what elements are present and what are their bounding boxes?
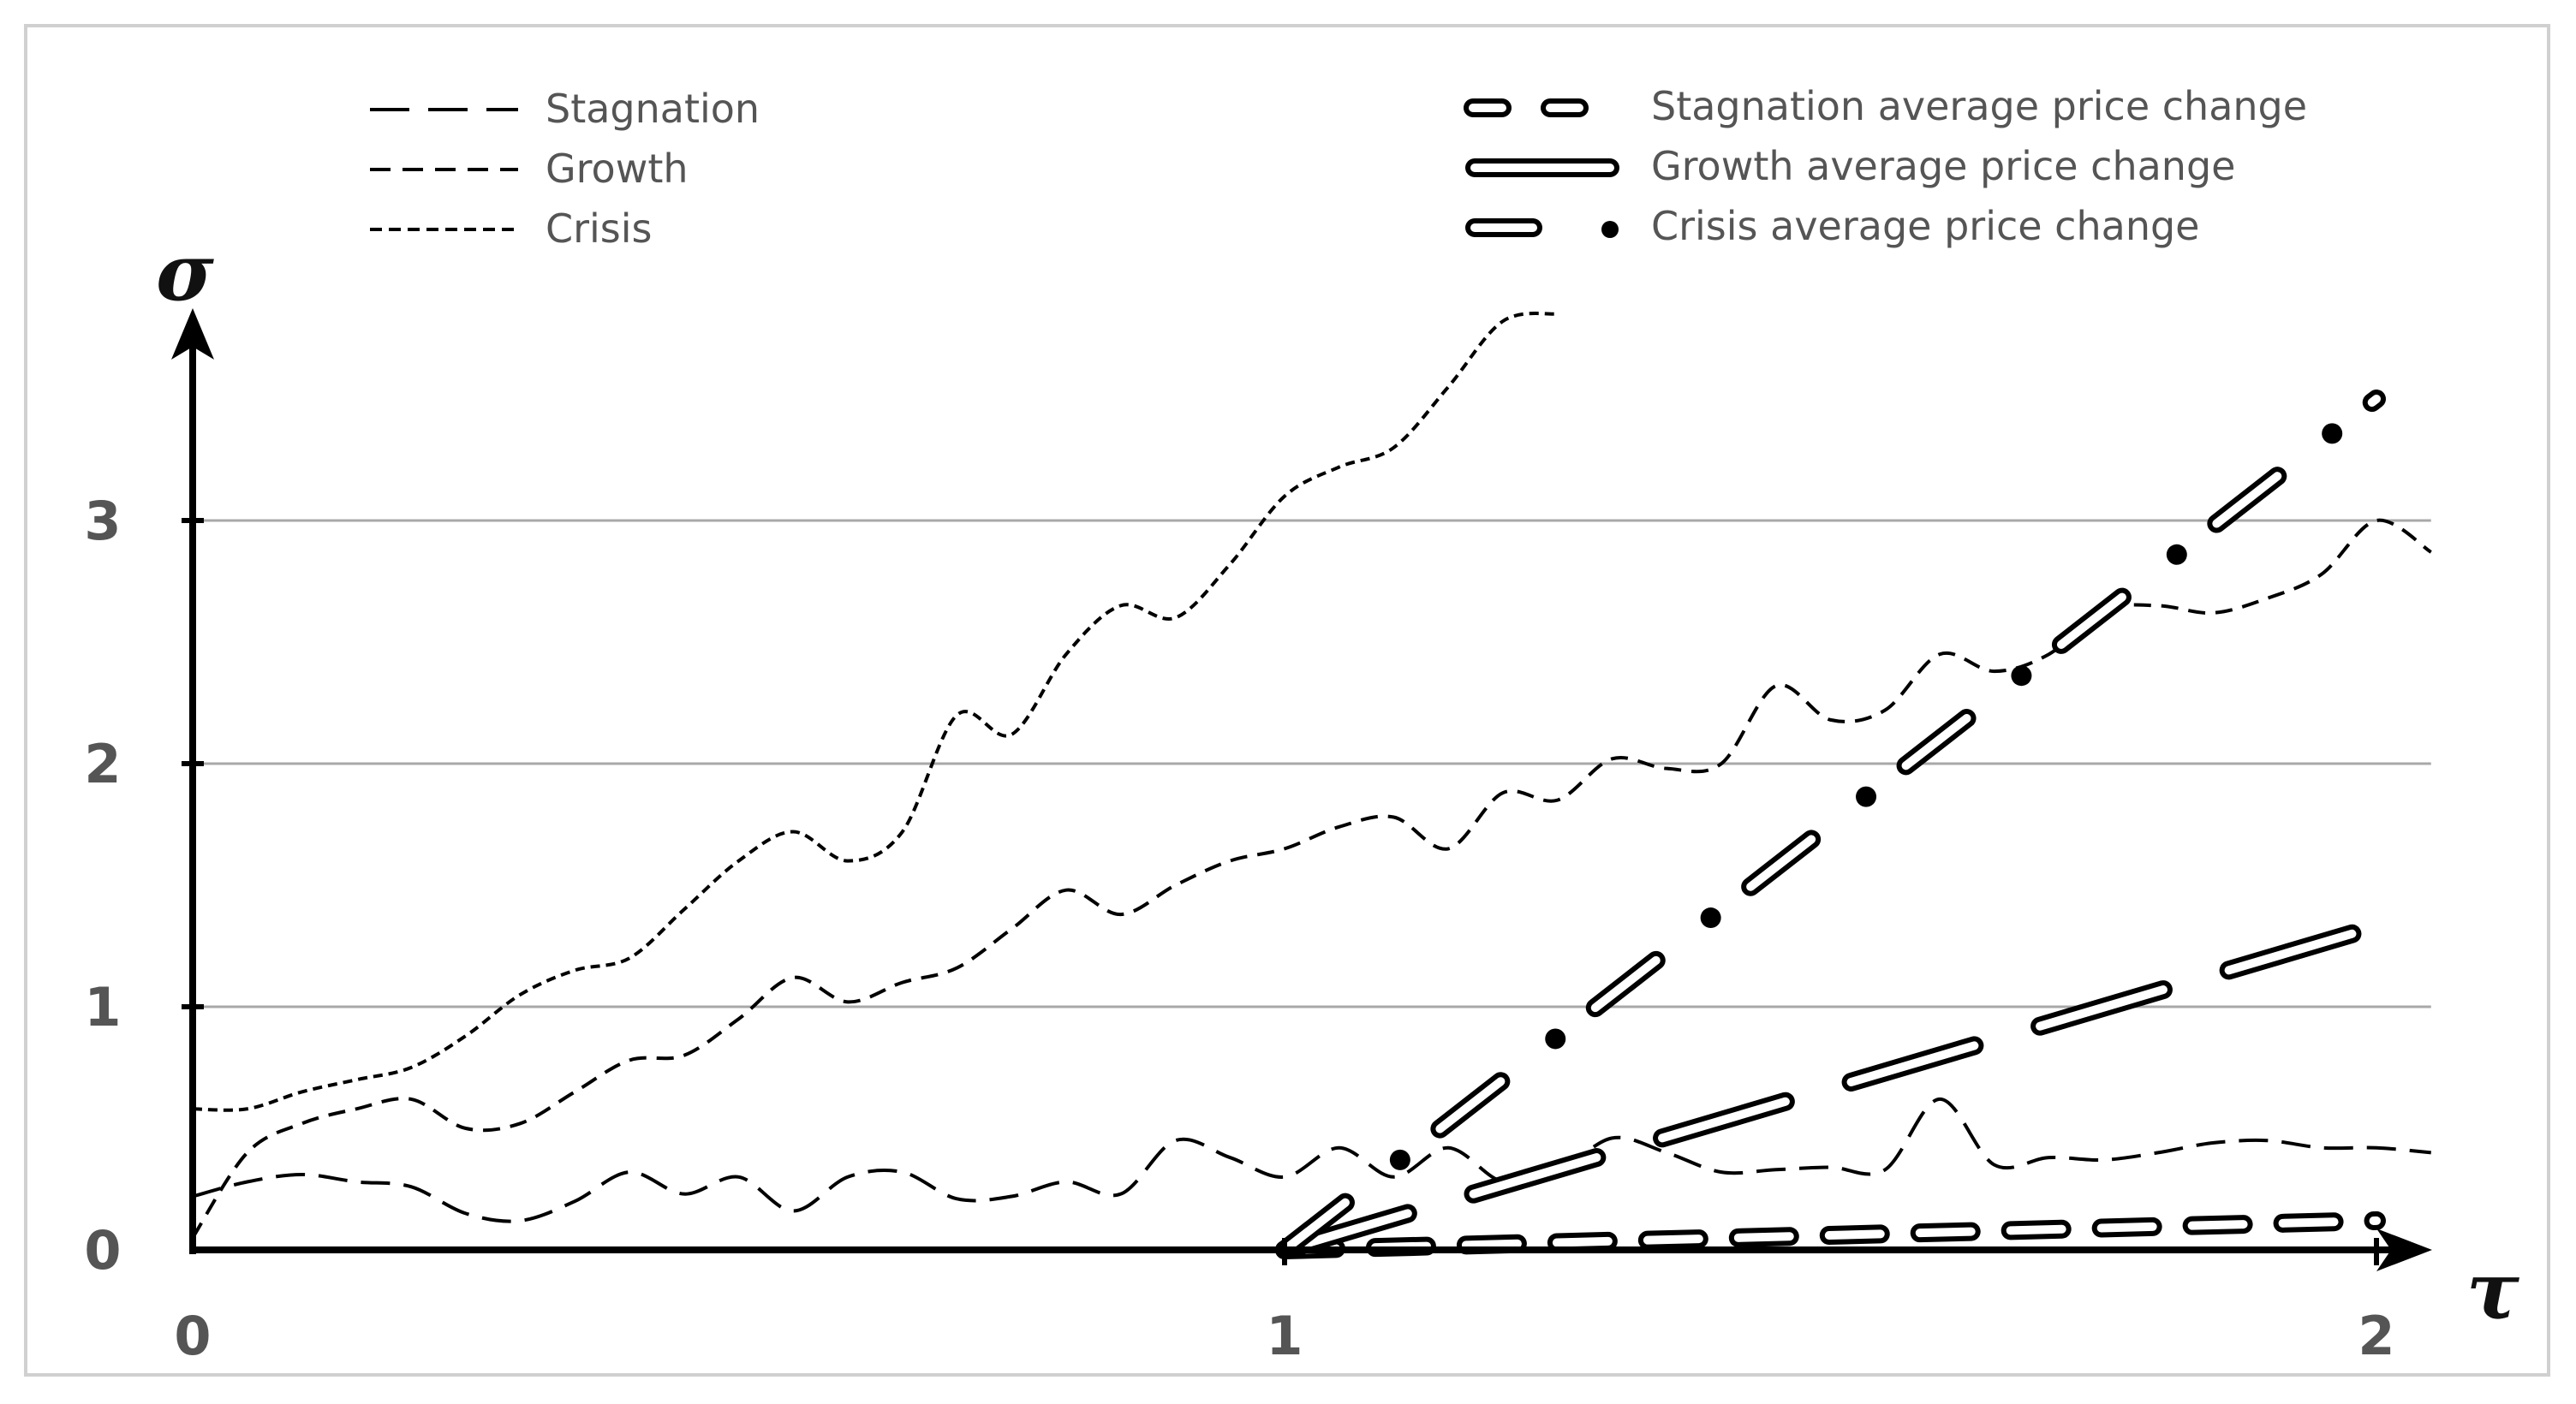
x-axis-arrow-icon — [2376, 1228, 2432, 1271]
legend: Stagnation Growth Crisis Stagnation aver… — [370, 83, 2307, 252]
series-line-crisis — [192, 312, 1559, 1112]
series-line-stagnation — [192, 1097, 2431, 1223]
y-tick-label: 0 — [84, 1219, 121, 1282]
series-line-growth-average-price-change — [1275, 917, 2386, 1259]
legend-swatch-crisis-avg — [1465, 218, 1619, 238]
series-dot-crisis-average-price-change — [1856, 786, 1877, 807]
y-axis-label: σ — [156, 226, 214, 318]
x-tick-label: 1 — [1266, 1305, 1303, 1367]
chart-frame — [24, 24, 2550, 1377]
legend-label-growth: Growth — [546, 146, 689, 192]
series-dot-crisis-average-price-change — [1700, 907, 1721, 929]
tick-labels: 0 1 2 3 0 1 2 — [84, 490, 2394, 1367]
legend-label-stagnation-avg: Stagnation average price change — [1651, 83, 2307, 129]
series-dot-crisis-average-price-change — [1389, 1149, 1410, 1170]
series-dot-crisis-average-price-change — [1545, 1028, 1566, 1050]
legend-label-crisis: Crisis — [546, 205, 653, 252]
x-tick-label: 2 — [2358, 1305, 2394, 1367]
series-line-stagnation-average-price-change — [1275, 1211, 2386, 1259]
series-dot-crisis-average-price-change — [2322, 423, 2343, 444]
y-axis-arrow-icon — [171, 308, 214, 360]
series-dot-crisis-average-price-change — [2166, 544, 2187, 565]
gridlines — [193, 519, 2431, 1008]
x-tick-label: 0 — [174, 1305, 211, 1367]
legend-label-stagnation: Stagnation — [546, 86, 760, 132]
legend-label-growth-avg: Growth average price change — [1651, 143, 2235, 189]
x-axis-label: τ — [2466, 1245, 2519, 1337]
series-dot-crisis-average-price-change — [2011, 665, 2032, 687]
axes — [171, 308, 2432, 1271]
series-layer — [191, 312, 2432, 1259]
y-tick-label: 2 — [84, 733, 121, 795]
y-tick-label: 1 — [84, 976, 121, 1038]
series-line-crisis-average-price-change — [1275, 390, 2386, 1259]
y-tick-label: 3 — [84, 490, 121, 552]
legend-label-crisis-avg: Crisis average price change — [1651, 203, 2199, 249]
